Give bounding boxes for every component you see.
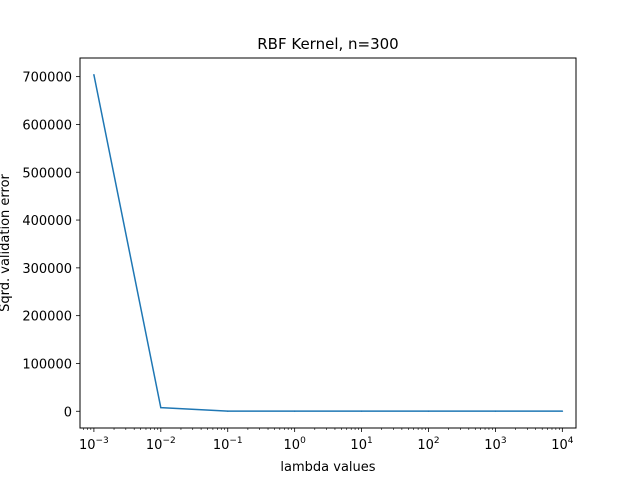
y-tick-label: 300000 — [22, 262, 72, 277]
x-tick-label: 10−1 — [213, 436, 243, 453]
y-tick-label: 100000 — [22, 357, 72, 372]
x-tick-label: 101 — [350, 436, 372, 453]
data-point — [293, 410, 296, 412]
x-tick-label: 10−2 — [146, 436, 176, 453]
y-tick-label: 600000 — [22, 118, 72, 133]
y-tick-label: 400000 — [22, 214, 72, 229]
plot-frame — [79, 57, 577, 429]
x-tick-label: 103 — [484, 436, 506, 453]
y-tick-label: 700000 — [22, 71, 72, 86]
x-tick-label: 102 — [417, 436, 439, 453]
data-point — [93, 73, 95, 76]
y-axis: 0 100000 200000 300000 400000 500000 600000 700… — [22, 71, 80, 420]
y-tick-label: 0 — [64, 405, 72, 420]
data-point — [226, 410, 229, 412]
data-point — [427, 410, 430, 412]
data-point — [561, 410, 564, 412]
series-line — [93, 74, 563, 412]
x-tick-label: 104 — [551, 436, 574, 453]
x-tick-label: 10−3 — [79, 436, 109, 453]
data-point — [494, 410, 497, 412]
series-layer — [93, 73, 564, 412]
y-tick-label: 200000 — [22, 310, 72, 325]
y-axis-label: Sqrd. validation error — [0, 173, 13, 311]
x-axis-label: lambda values — [280, 460, 375, 475]
x-tick-label: 100 — [284, 436, 307, 453]
y-tick-label: 500000 — [22, 166, 72, 181]
data-point — [160, 406, 162, 409]
chart-title: RBF Kernel, n=300 — [257, 35, 398, 53]
data-point — [360, 410, 363, 412]
x-axis: 10−3 10−2 10−1 100 101 102 103 104 — [79, 428, 574, 453]
